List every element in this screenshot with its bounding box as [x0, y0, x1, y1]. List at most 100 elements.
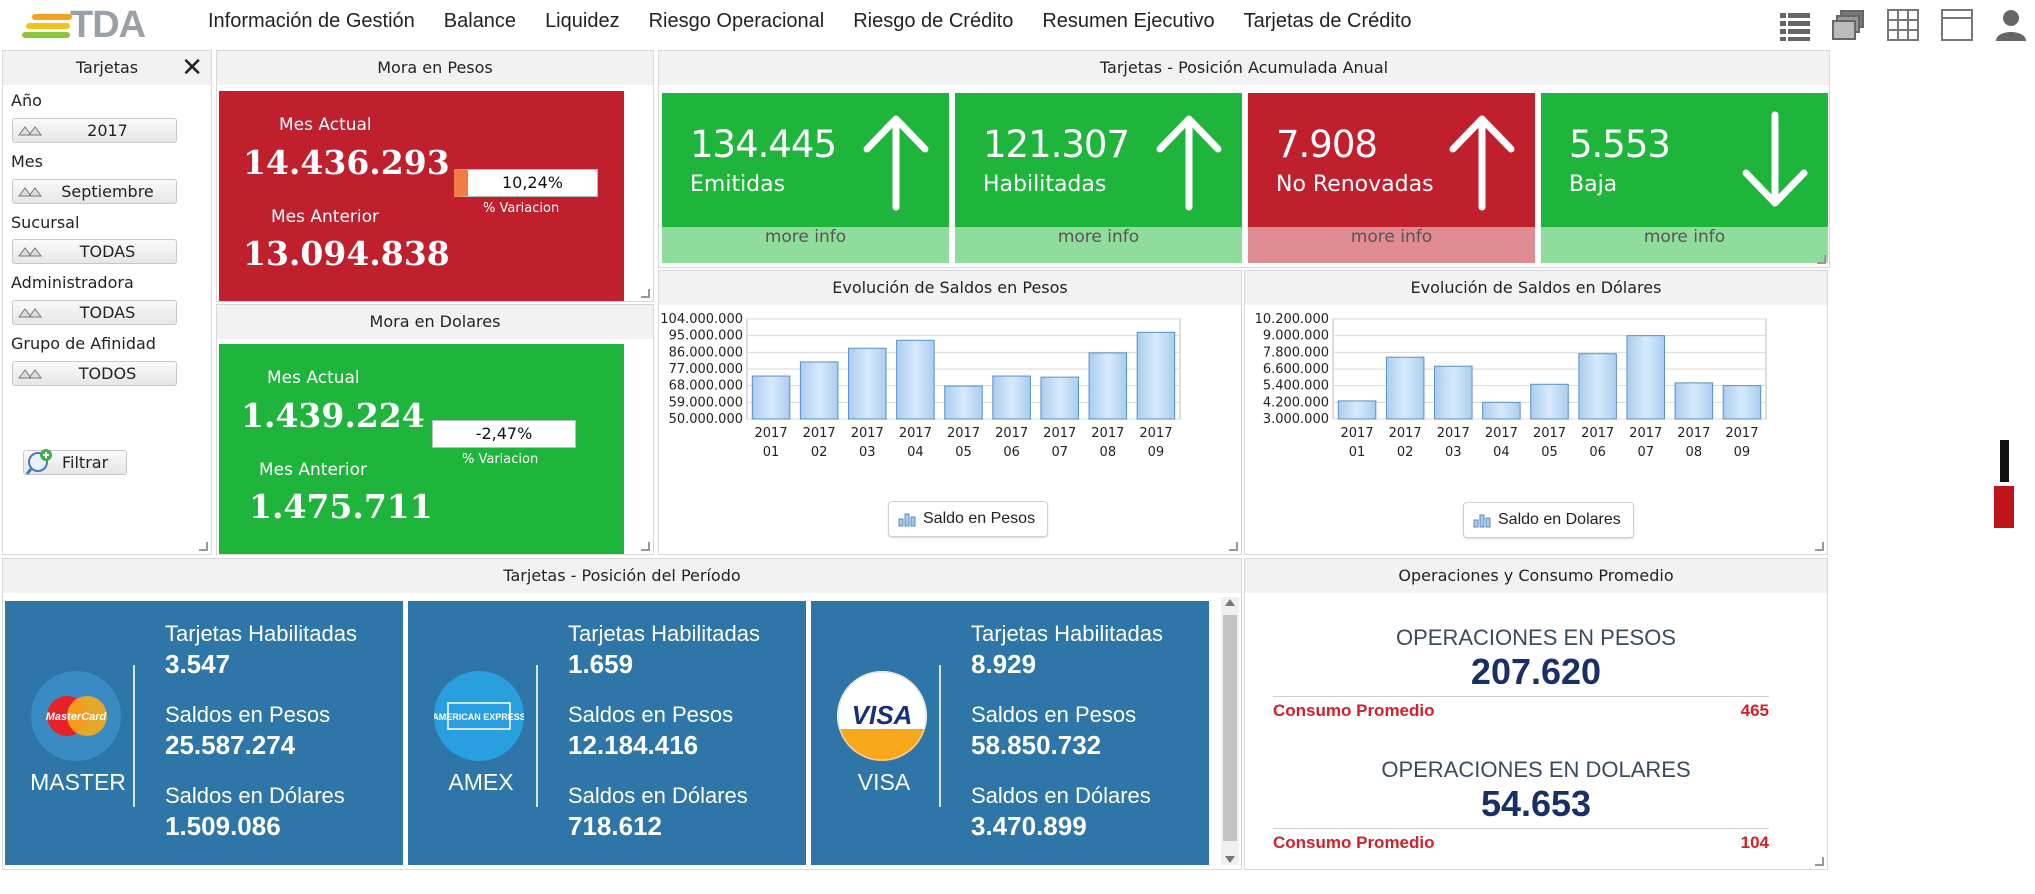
bar[interactable]	[1337, 400, 1377, 420]
grupo-afinidad-select[interactable]: TODOS	[12, 361, 177, 386]
x-tick-label: 2017	[803, 426, 836, 441]
more-info-link[interactable]: more info	[662, 227, 949, 263]
bar[interactable]	[1434, 365, 1473, 420]
mes-actual-value: 1.439.224	[241, 396, 425, 435]
x-tick-label: 05	[1541, 445, 1558, 460]
saldos-pesos-label: Saldos en Pesos	[165, 702, 331, 727]
bar[interactable]	[1626, 335, 1665, 420]
select-arrows-icon	[18, 126, 42, 136]
y-tick-label: 10.200.000	[1255, 312, 1329, 327]
menu-item-liquidez[interactable]: Liquidez	[545, 10, 620, 32]
x-tick-label: 2017	[1725, 426, 1758, 441]
x-tick-label: 03	[1445, 445, 1462, 460]
bar[interactable]	[944, 385, 983, 420]
y-tick-label: 68.000.000	[669, 379, 743, 394]
administradora-label: Administradora	[11, 273, 134, 292]
mora-pesos-panel: Mora en Pesos Mes Actual 14.436.293 Mes …	[216, 50, 654, 302]
bar[interactable]	[751, 375, 791, 420]
bar[interactable]	[799, 361, 839, 420]
bar[interactable]	[1482, 401, 1521, 420]
legend-saldo-pesos-button[interactable]: Saldo en Pesos	[888, 501, 1049, 537]
anio-select[interactable]: 2017	[12, 118, 177, 143]
menu-item-tarjetas-credito[interactable]: Tarjetas de Crédito	[1243, 10, 1412, 32]
bar[interactable]	[1385, 356, 1425, 420]
x-tick-label: 2017	[899, 426, 932, 441]
mes-select[interactable]: Septiembre	[12, 179, 177, 204]
menu-item-informacion-gestion[interactable]: Información de Gestión	[208, 10, 415, 32]
bar[interactable]	[1674, 382, 1714, 420]
scroll-down-arrow[interactable]	[1225, 856, 1235, 863]
divider	[536, 665, 538, 807]
posicion-anual-title: Tarjetas - Posición Acumulada Anual	[659, 51, 1829, 85]
x-tick-label: 2017	[1139, 426, 1172, 441]
sucursal-select[interactable]: TODAS	[12, 239, 177, 264]
habilitadas-label: Tarjetas Habilitadas	[971, 621, 1163, 646]
search-add-icon	[25, 449, 52, 475]
more-info-link[interactable]: more info	[1248, 227, 1535, 263]
filtrar-button[interactable]: Filtrar	[23, 449, 127, 475]
menu-item-riesgo-credito[interactable]: Riesgo de Crédito	[853, 10, 1014, 32]
bar[interactable]	[1530, 383, 1569, 420]
bar[interactable]	[992, 375, 1031, 420]
more-info-link[interactable]: more info	[1541, 227, 1828, 263]
x-tick-label: 2017	[1677, 426, 1710, 441]
user-icon[interactable]	[1993, 7, 2029, 43]
tda-logo[interactable]: TDA	[22, 4, 172, 46]
menu-item-resumen-ejecutivo[interactable]: Resumen Ejecutivo	[1042, 10, 1215, 32]
kpi-label: Emitidas	[690, 172, 786, 197]
menu-item-riesgo-operacional[interactable]: Riesgo Operacional	[648, 10, 825, 32]
x-tick-label: 2017	[851, 426, 884, 441]
kpi-value: 7.908	[1276, 123, 1378, 166]
resize-handle[interactable]	[641, 542, 650, 551]
vertical-scrollbar[interactable]	[1221, 597, 1239, 865]
filter-panel: Tarjetas ✕ Año 2017 Mes Septiembre Sucur…	[2, 50, 212, 555]
bar[interactable]	[1136, 331, 1176, 420]
administradora-value: TODAS	[79, 303, 136, 322]
scroll-thumb[interactable]	[1223, 615, 1237, 841]
single-window-icon[interactable]	[1939, 7, 1975, 43]
side-indicator-black	[2000, 440, 2009, 482]
scroll-up-arrow[interactable]	[1225, 599, 1235, 606]
list-view-icon[interactable]	[1777, 7, 1813, 43]
menu-item-balance[interactable]: Balance	[443, 10, 517, 32]
x-tick-label: 2017	[1581, 426, 1614, 441]
habilitadas-label: Tarjetas Habilitadas	[165, 621, 357, 646]
administradora-select[interactable]: TODAS	[12, 300, 177, 325]
consumo-promedio-dolares-label: Consumo Promedio	[1273, 833, 1435, 852]
evolucion-dolares-title: Evolución de Saldos en Dólares	[1245, 271, 1827, 305]
bar[interactable]	[848, 347, 887, 420]
consumo-promedio-dolares-value: 104	[1740, 833, 1769, 852]
more-info-link[interactable]: more info	[955, 227, 1242, 263]
resize-handle[interactable]	[1229, 542, 1238, 551]
resize-handle[interactable]	[641, 289, 650, 298]
resize-handle[interactable]	[199, 542, 208, 551]
bar[interactable]	[1578, 353, 1617, 420]
saldos-dolares-value: 718.612	[568, 811, 662, 841]
divider	[939, 665, 941, 807]
legend-saldo-dolares-button[interactable]: Saldo en Dolares	[1463, 502, 1634, 538]
x-tick-label: 09	[1734, 445, 1751, 460]
saldos-pesos-value: 58.850.732	[971, 730, 1102, 760]
y-tick-label: 59.000.000	[669, 395, 743, 410]
close-icon[interactable]: ✕	[181, 53, 203, 83]
y-tick-label: 5.400.000	[1263, 379, 1329, 394]
x-tick-label: 06	[1589, 445, 1606, 460]
resize-handle[interactable]	[1815, 857, 1824, 866]
kpi-value: 134.445	[690, 123, 837, 166]
resize-handle[interactable]	[1815, 542, 1824, 551]
bar[interactable]	[1040, 376, 1079, 420]
x-tick-label: 02	[811, 445, 828, 460]
stacked-windows-icon[interactable]	[1831, 7, 1867, 43]
bar[interactable]	[1722, 385, 1762, 420]
amex-logo: AMERICAN EXPRESS	[432, 671, 526, 761]
grid-icon[interactable]	[1885, 7, 1921, 43]
resize-handle[interactable]	[1817, 255, 1826, 264]
anio-value: 2017	[87, 121, 128, 140]
bar[interactable]	[1088, 352, 1128, 420]
visa-logo-text: VISA	[852, 700, 913, 730]
mastercard-logo-text: MasterCard	[46, 711, 107, 723]
x-tick-label: 08	[1686, 445, 1703, 460]
bar[interactable]	[896, 339, 935, 420]
operaciones-panel: Operaciones y Consumo Promedio OPERACION…	[1244, 558, 1828, 870]
variacion-label: % Variacion	[483, 201, 560, 216]
